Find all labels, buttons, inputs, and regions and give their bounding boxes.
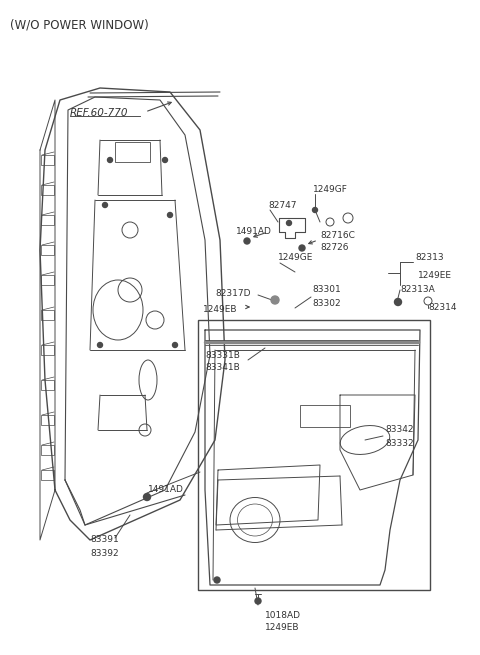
Bar (41, 415, 54, 425)
Text: 1249GF: 1249GF (313, 185, 348, 195)
Text: REF.60-770: REF.60-770 (70, 108, 129, 118)
Circle shape (103, 202, 108, 208)
Text: 82747: 82747 (268, 200, 297, 210)
Bar (41, 445, 54, 455)
Text: 1249GE: 1249GE (278, 253, 313, 263)
Circle shape (271, 296, 279, 304)
Bar (41, 245, 54, 255)
Circle shape (168, 212, 172, 217)
Circle shape (395, 299, 401, 305)
Text: 1018AD: 1018AD (265, 610, 301, 620)
Text: 1491AD: 1491AD (148, 485, 184, 495)
Text: 83301: 83301 (312, 286, 341, 295)
Text: (W/O POWER WINDOW): (W/O POWER WINDOW) (10, 18, 149, 31)
Text: 83341B: 83341B (205, 364, 240, 373)
Text: 83302: 83302 (312, 299, 341, 307)
Text: 83342: 83342 (385, 426, 413, 434)
Circle shape (244, 238, 250, 244)
Text: 1249EE: 1249EE (418, 271, 452, 280)
Circle shape (312, 208, 317, 212)
Bar (41, 185, 54, 195)
Circle shape (299, 245, 305, 251)
Circle shape (287, 221, 291, 225)
Text: 83332: 83332 (385, 438, 414, 447)
Text: 83392: 83392 (90, 548, 119, 557)
Circle shape (163, 157, 168, 162)
Text: 82313A: 82313A (400, 286, 435, 295)
Text: 82314: 82314 (428, 303, 456, 312)
Circle shape (255, 598, 261, 604)
Bar (41, 155, 54, 165)
Text: 1491AD: 1491AD (236, 227, 272, 236)
Bar (115, 142, 150, 162)
Text: 82726: 82726 (320, 244, 348, 252)
Circle shape (172, 343, 178, 348)
Bar (41, 310, 54, 320)
Bar (41, 380, 54, 390)
Bar (198, 320, 430, 590)
Bar (41, 275, 54, 285)
Bar (41, 345, 54, 355)
Bar (300, 405, 350, 427)
Text: 82317D: 82317D (215, 288, 251, 297)
Text: 83391: 83391 (90, 536, 119, 544)
Bar (41, 470, 54, 480)
Circle shape (108, 157, 112, 162)
Text: 1249EB: 1249EB (265, 624, 300, 633)
Text: 82313: 82313 (415, 253, 444, 263)
Bar (41, 215, 54, 225)
Text: 1249EB: 1249EB (203, 305, 238, 314)
Text: 83331B: 83331B (205, 350, 240, 360)
Circle shape (214, 577, 220, 583)
Circle shape (97, 343, 103, 348)
Circle shape (144, 493, 151, 500)
Text: 82716C: 82716C (320, 231, 355, 240)
